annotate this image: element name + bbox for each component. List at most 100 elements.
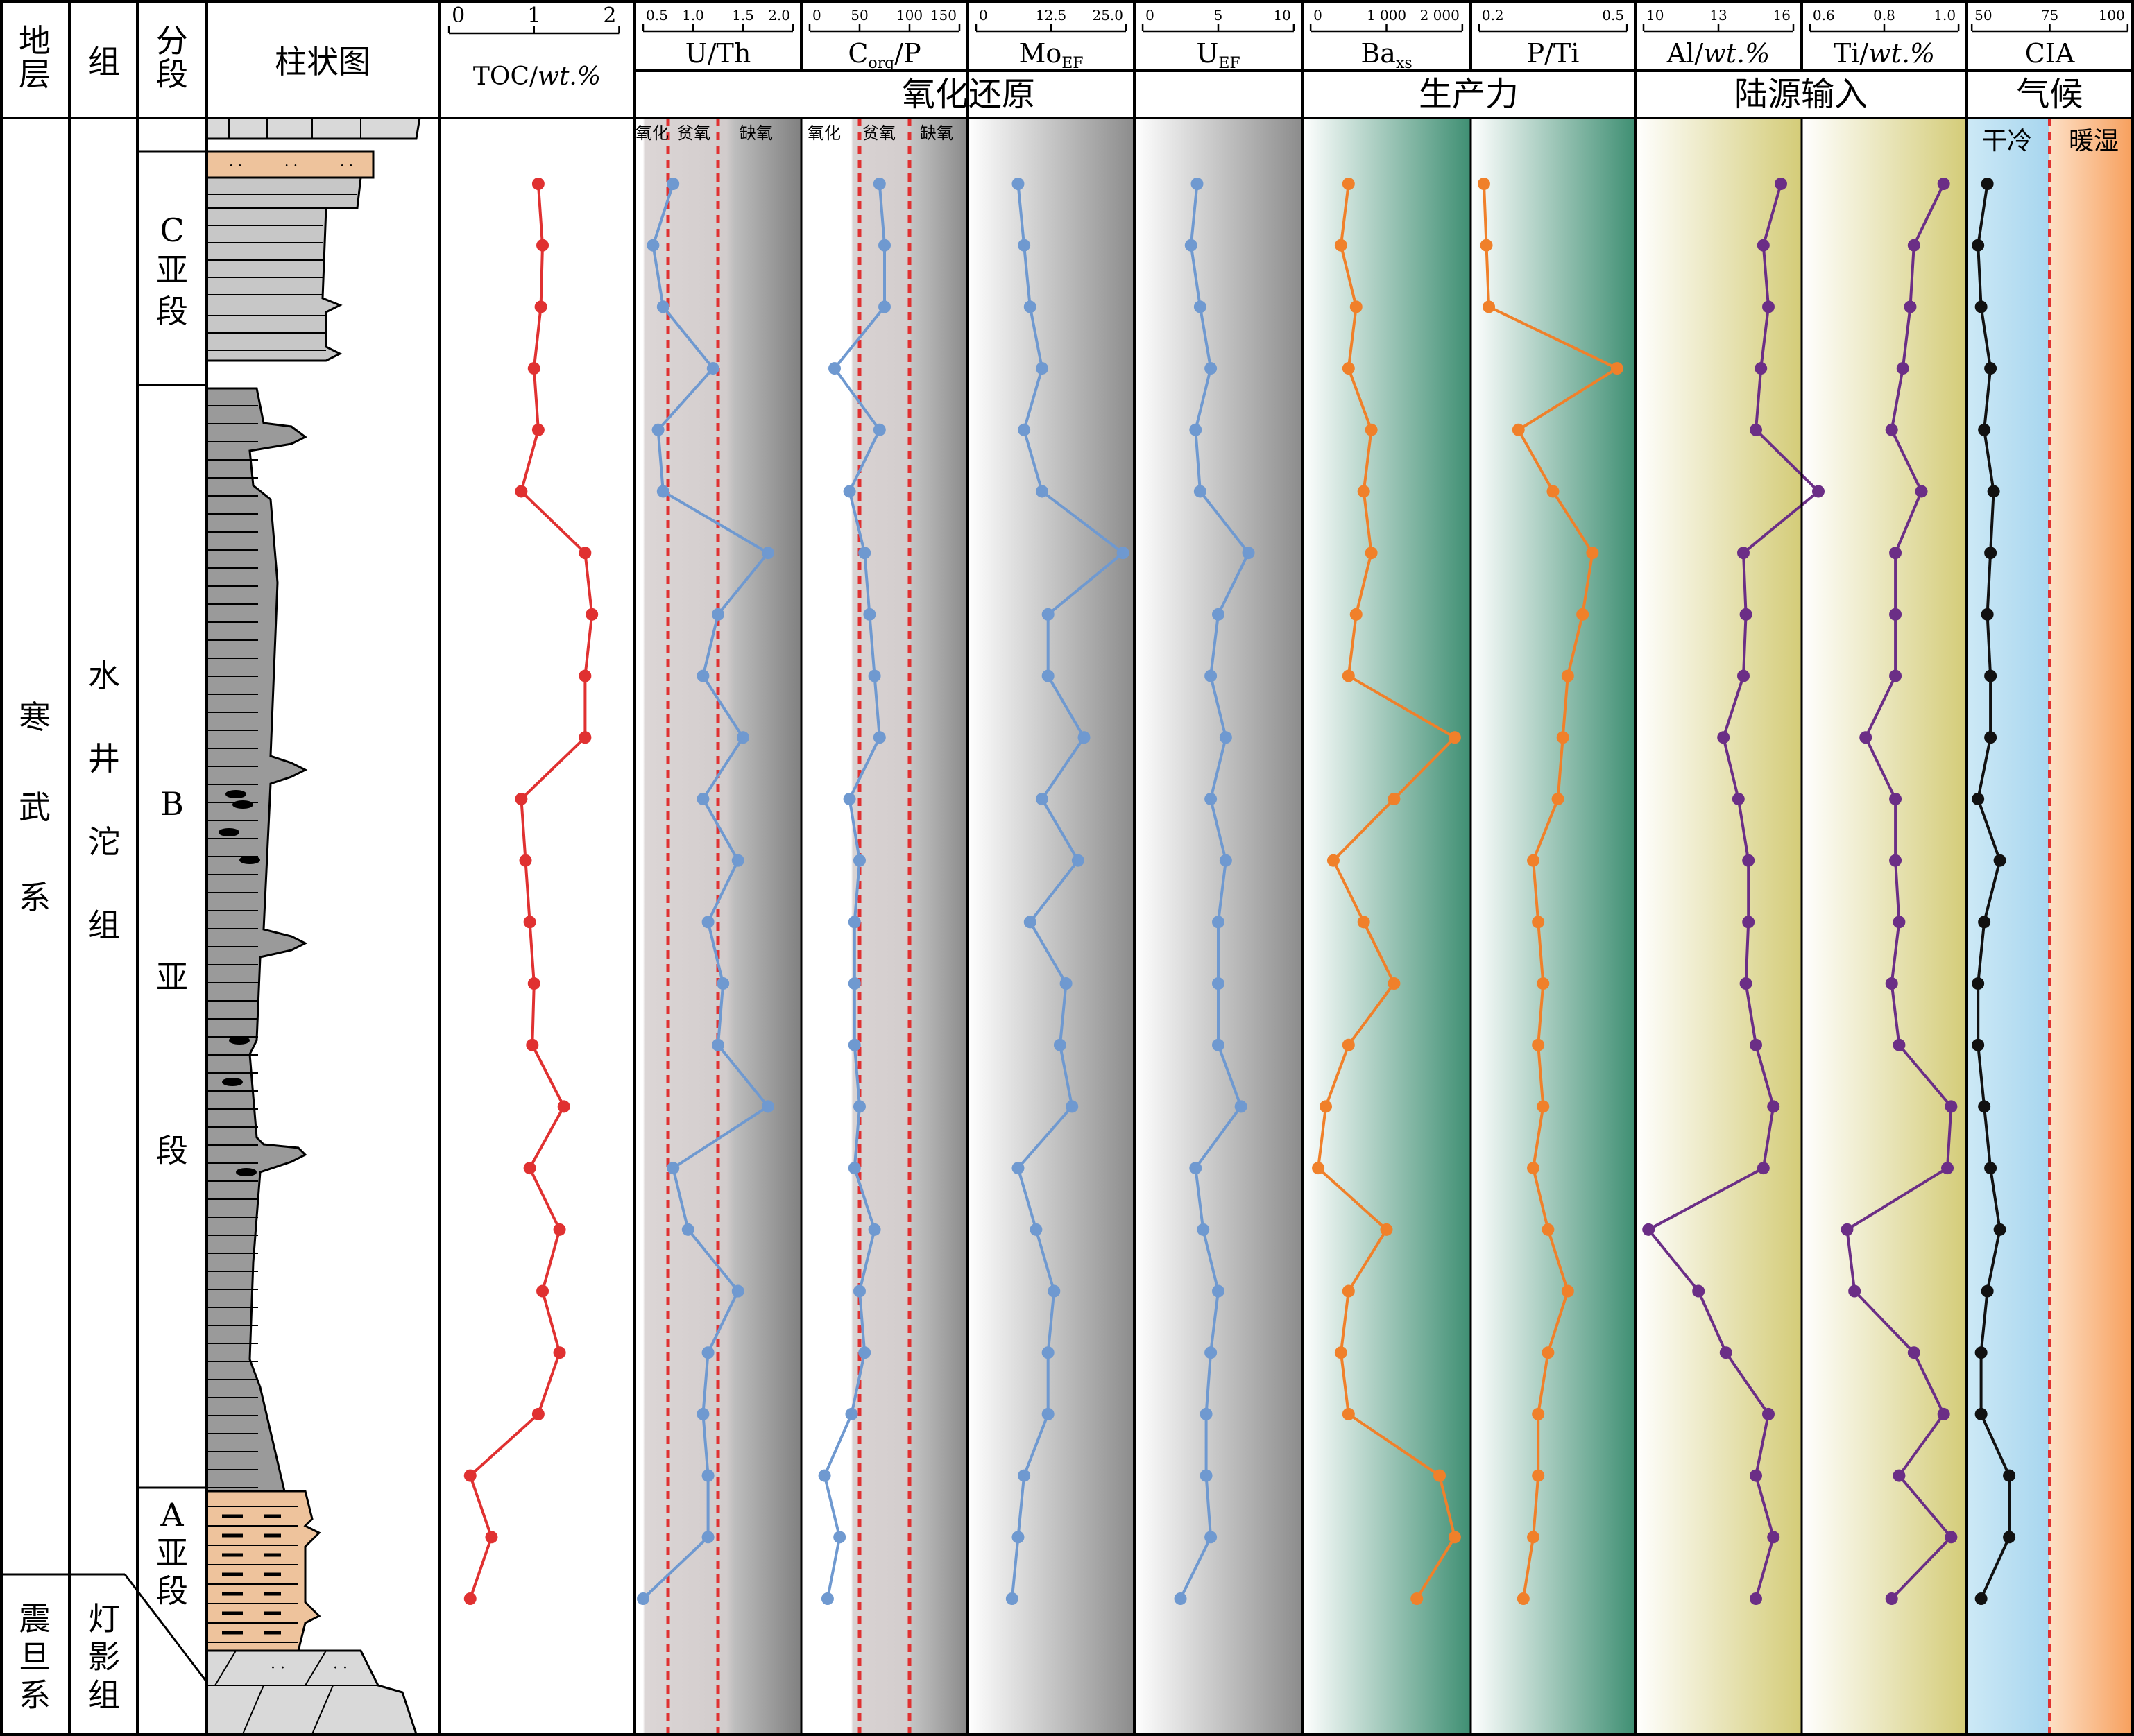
cia-data-point (1974, 300, 1988, 313)
u-ef-tick-label: 5 (1214, 7, 1223, 24)
p-ti-data-point (1512, 423, 1525, 436)
u-ef-data-point (1193, 485, 1206, 498)
ti-data-point (1859, 731, 1872, 744)
u-th-data-point (651, 423, 665, 436)
u-ef-data-point (1204, 792, 1218, 805)
p-ti-data-point (1586, 547, 1599, 560)
al-data-point (1775, 178, 1787, 190)
u-th-axis-label: U/Th (685, 38, 751, 69)
mo-ef-data-point (1011, 1531, 1025, 1544)
sandstone-band-top (205, 150, 375, 179)
cia-data-point (1972, 1038, 1985, 1051)
mo-ef-data-point (1041, 1346, 1055, 1359)
u-th-data-point (706, 362, 719, 375)
mo-ef-data-point (1077, 731, 1091, 744)
u-th-data-point (701, 1531, 715, 1544)
al-tick-label: 10 (1646, 7, 1664, 24)
u-ef-data-point (1219, 731, 1232, 744)
cia-data-point (1981, 608, 1994, 621)
al-data-point (1742, 916, 1755, 929)
mo-ef-data-point (1036, 792, 1049, 805)
u-th-data-point (697, 669, 710, 682)
u-ef-data-point (1242, 547, 1255, 560)
header-stratum-char: 层 (19, 55, 51, 93)
shale-lens (219, 828, 239, 836)
ti-data-point (1893, 1469, 1906, 1482)
ba-xs-tick-label: 0 (1313, 7, 1322, 24)
corg-p-data-point (878, 300, 891, 313)
toc-data-point (579, 731, 592, 744)
ba-xs-data-point (1365, 423, 1378, 436)
al-data-point (1717, 731, 1730, 744)
u-th-data-point (667, 178, 680, 190)
ba-xs-data-point (1342, 669, 1355, 682)
cia-data-point (2003, 1531, 2016, 1544)
u-ef-data-point (1204, 1531, 1218, 1544)
corg-p-data-point (873, 178, 886, 190)
ti-data-point (1937, 178, 1950, 190)
cia-data-point (1972, 977, 1985, 990)
header-formation: 组 (88, 43, 120, 80)
toc-data-point (553, 1223, 566, 1236)
cia-data-point (1972, 239, 1985, 252)
u-th-data-point (656, 485, 669, 498)
corg-p-data-point (853, 1100, 866, 1113)
u-th-data-point (731, 1284, 744, 1298)
mo-ef-data-point (1036, 362, 1049, 375)
p-ti-data-point (1537, 1100, 1550, 1113)
corg-p-data-point (848, 977, 861, 990)
member-b-char: 亚 (156, 959, 188, 996)
u-ef-data-point (1212, 977, 1224, 990)
ba-xs-data-point (1357, 916, 1370, 929)
cia-data-point (1978, 916, 1991, 929)
ti-data-point (1945, 1531, 1958, 1544)
u-ef-data-point (1189, 423, 1202, 436)
corg-p-data-point (858, 1346, 871, 1359)
al-data-point (1692, 1284, 1705, 1298)
ti-data-point (1937, 1407, 1950, 1420)
u-th-data-point (647, 239, 660, 252)
u-ef-data-point (1212, 608, 1224, 621)
al-data-point (1750, 1592, 1762, 1605)
al-data-point (1750, 1038, 1762, 1051)
ba-xs-data-point (1326, 854, 1340, 867)
system-cambrian-char: 系 (19, 879, 51, 916)
system-sinian-char: 系 (19, 1676, 51, 1714)
corg-p-tick-label: 50 (851, 7, 868, 24)
ti-data-point (1841, 1223, 1854, 1236)
cia-data-point (1978, 1100, 1991, 1113)
al-tick-label: 16 (1773, 7, 1791, 24)
al-data-point (1812, 485, 1825, 498)
ba-xs-data-point (1334, 1346, 1347, 1359)
ba-xs-data-point (1410, 1592, 1424, 1605)
al-axis-label: Al/wt.% (1666, 38, 1770, 69)
ti-data-point (1889, 669, 1902, 682)
toc-axis-label: TOC/wt.% (473, 62, 601, 91)
corg-p-data-point (848, 1038, 861, 1051)
data-series (463, 178, 2016, 1605)
u-th-data-point (762, 1100, 774, 1113)
cia-data-point (1984, 731, 1997, 744)
toc-data-point (534, 300, 547, 313)
zone-dry-cold: 干冷 (1982, 127, 2032, 155)
cia-axis-label: CIA (2025, 38, 2075, 69)
mo-ef-data-point (1011, 178, 1025, 190)
cia-data-point (1984, 1162, 1997, 1175)
ba-xs-data-point (1312, 1162, 1325, 1175)
corg-p-data-point (853, 854, 866, 867)
cia-tick-label: 100 (2099, 7, 2125, 24)
u-ef-data-point (1197, 1223, 1210, 1236)
zone-anoxic-ut: 缺氧 (740, 123, 773, 143)
ti-data-point (1896, 362, 1909, 375)
ti-data-point (1945, 1100, 1958, 1113)
zone-suboxic-corg: 贫氧 (862, 123, 896, 143)
corg-p-data-point (868, 669, 881, 682)
u-th-data-point (737, 731, 749, 744)
ti-data-point (1904, 300, 1917, 313)
ti-data-point (1907, 1346, 1920, 1359)
u-th-series-line (642, 183, 771, 1600)
al-data-point (1739, 608, 1752, 621)
ba-xs-data-point (1448, 1531, 1461, 1544)
u-ef-data-point (1212, 1284, 1224, 1298)
u-ef-data-point (1212, 916, 1224, 929)
